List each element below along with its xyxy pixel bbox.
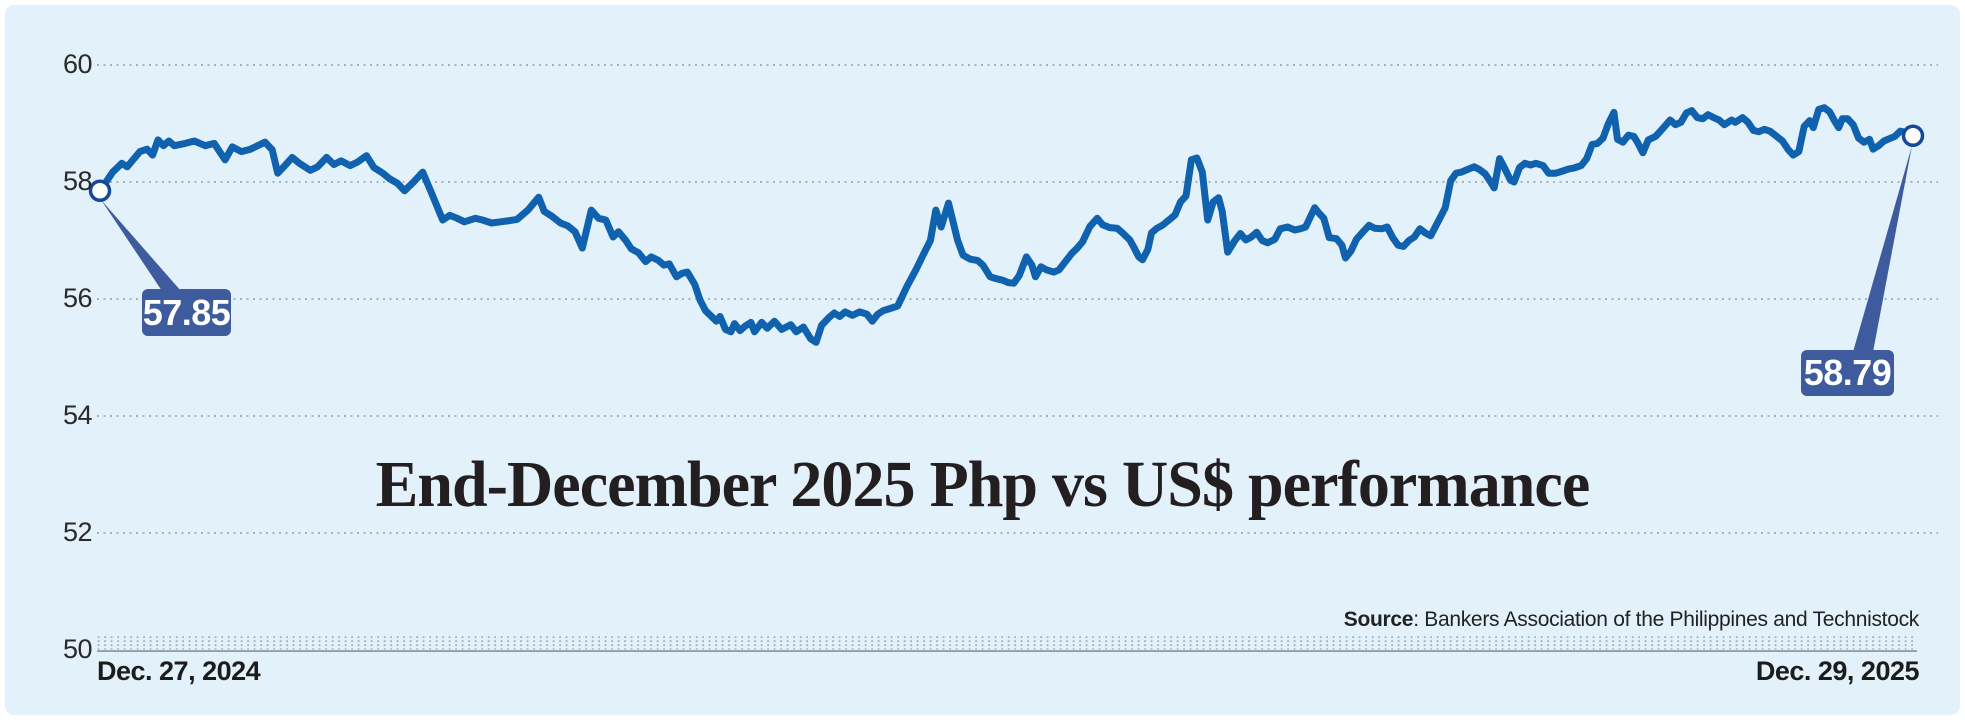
source-attribution: Source: Bankers Association of the Phili… (1343, 608, 1920, 632)
start-callout-pointer (101, 199, 181, 291)
chart-title: End-December 2025 Php vs US$ performance (375, 448, 1591, 521)
y-tick-label-60: 60 (62, 49, 93, 79)
source-prefix: Source (1343, 608, 1414, 631)
y-tick-label-58: 58 (62, 166, 93, 196)
y-tick-label-56: 56 (62, 283, 93, 313)
end-callout-pointer (1853, 145, 1912, 352)
source-text: : Bankers Association of the Philippines… (1413, 608, 1919, 631)
x-axis-end-date: Dec. 29, 2025 (1755, 656, 1920, 686)
x-axis-line (97, 650, 1917, 652)
exchange-rate-series-line (96, 104, 1917, 346)
y-tick-label-54: 54 (62, 400, 93, 430)
y-tick-label-52: 52 (62, 517, 93, 547)
end-point-marker (1901, 124, 1925, 148)
x-axis-dot-band (97, 635, 1917, 650)
end-value-callout: 58.79 (1801, 350, 1894, 396)
start-value-callout: 57.85 (142, 289, 231, 336)
y-tick-label-50: 50 (62, 634, 93, 664)
chart-background-panel (5, 5, 1960, 715)
start-point-marker (88, 179, 112, 203)
x-axis-start-date: Dec. 27, 2024 (97, 656, 261, 686)
